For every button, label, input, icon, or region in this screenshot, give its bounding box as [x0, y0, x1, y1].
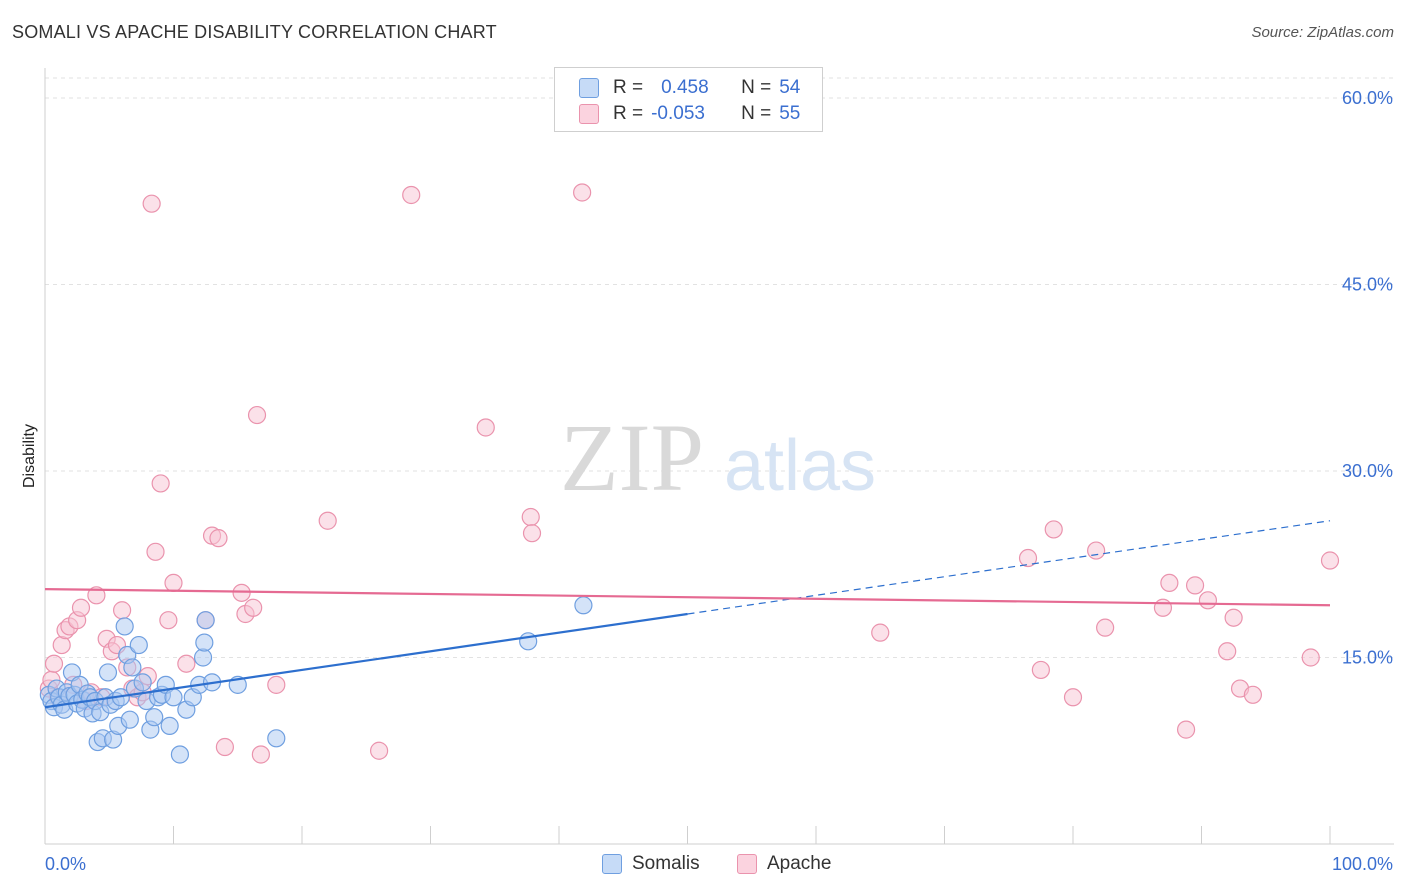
- apache-r-label: R =: [613, 103, 644, 124]
- apache-point: [370, 741, 389, 760]
- somalis-r-label: R =: [613, 77, 644, 98]
- apache-point: [521, 507, 540, 527]
- somalis-point: [123, 658, 142, 677]
- apache-point: [209, 529, 228, 548]
- somalis-point: [133, 673, 152, 692]
- apache-point: [573, 183, 592, 202]
- legend-row-apache: R = -0.053 N = 55: [579, 102, 800, 126]
- apache-point: [146, 542, 165, 561]
- somalis-point: [196, 611, 215, 630]
- y-tick-label: 60.0%: [1342, 88, 1393, 108]
- apache-point: [1301, 648, 1320, 667]
- somalis-n-value: 54: [779, 77, 801, 98]
- somalis-point: [195, 633, 214, 652]
- somalis-point: [164, 688, 183, 707]
- apache-point: [1224, 608, 1243, 627]
- apache-r-value: -0.053: [651, 103, 705, 124]
- somalis-point: [129, 635, 148, 655]
- somalis-point: [160, 716, 179, 735]
- somalis-legend-swatch: [602, 854, 622, 874]
- chart-title: SOMALI VS APACHE DISABILITY CORRELATION …: [12, 22, 497, 42]
- x-tick-label: 0.0%: [45, 854, 86, 874]
- watermark-zip: ZIP: [560, 404, 704, 511]
- apache-point: [267, 675, 286, 694]
- apache-point: [1044, 520, 1063, 539]
- y-tick-label: 45.0%: [1342, 275, 1393, 295]
- apache-point: [476, 418, 495, 437]
- apache-point: [215, 737, 234, 757]
- somalis-point: [98, 663, 118, 682]
- somalis-point: [574, 596, 593, 615]
- x-tick-label: 100.0%: [1332, 854, 1393, 874]
- apache-point: [71, 598, 91, 617]
- apache-point: [1096, 618, 1115, 637]
- somalis-point: [170, 745, 190, 764]
- apache-point: [1160, 573, 1179, 593]
- apache-point: [871, 623, 890, 642]
- apache-point: [142, 194, 161, 213]
- apache-point: [52, 635, 71, 655]
- apache-point: [159, 611, 178, 630]
- somalis-trendline: [44, 612, 688, 709]
- apache-point: [1176, 720, 1196, 739]
- apache-point: [1063, 688, 1083, 707]
- apache-point: [1198, 591, 1218, 610]
- apache-point: [164, 573, 183, 593]
- somalis-n-label: N =: [741, 77, 772, 98]
- legend-row-somalis: R = 0.458 N = 54: [579, 76, 800, 100]
- somalis-r-value: 0.458: [661, 77, 709, 98]
- apache-n-value: 55: [779, 103, 801, 124]
- apache-point: [1320, 551, 1340, 570]
- y-tick-label: 15.0%: [1342, 648, 1393, 668]
- apache-point: [44, 654, 64, 673]
- apache-point: [177, 654, 196, 673]
- apache-point: [1031, 660, 1050, 680]
- somalis-swatch: [579, 78, 599, 98]
- apache-swatch: [579, 104, 599, 124]
- somalis-point: [120, 710, 139, 729]
- apache-point: [112, 601, 132, 620]
- source-label: Source: ZipAtlas.com: [1251, 24, 1394, 41]
- apache-point: [318, 511, 337, 530]
- apache-point: [244, 598, 263, 617]
- apache-point: [1087, 541, 1106, 560]
- apache-point: [151, 474, 170, 493]
- bottom-legend-somalis: Somalis: [602, 852, 700, 876]
- correlation-legend: R = 0.458 N = 54 R = -0.053 N = 55: [554, 67, 823, 132]
- apache-point: [87, 586, 106, 605]
- apache-point: [251, 745, 270, 764]
- apache-legend-swatch: [737, 854, 757, 874]
- apache-point: [1218, 642, 1237, 661]
- apache-point: [522, 524, 542, 543]
- bottom-legend-apache: Apache: [737, 852, 831, 876]
- y-tick-label: 30.0%: [1342, 461, 1393, 481]
- somalis-trendline-extension: [687, 520, 1331, 615]
- apache-point: [1243, 685, 1263, 704]
- apache-point: [1018, 548, 1038, 568]
- somalis-legend-label: Somalis: [632, 853, 700, 874]
- apache-point: [1185, 576, 1205, 595]
- apache-point: [232, 583, 251, 602]
- apache-legend-label: Apache: [767, 853, 832, 874]
- somalis-point: [115, 617, 134, 636]
- apache-point: [402, 185, 421, 205]
- apache-trendline: [44, 588, 1331, 607]
- somalis-point: [267, 729, 286, 748]
- somalis-point: [145, 708, 164, 727]
- apache-n-label: N =: [741, 103, 772, 124]
- apache-point: [247, 405, 267, 425]
- apache-point: [1153, 598, 1173, 617]
- watermark-atlas: atlas: [724, 426, 876, 506]
